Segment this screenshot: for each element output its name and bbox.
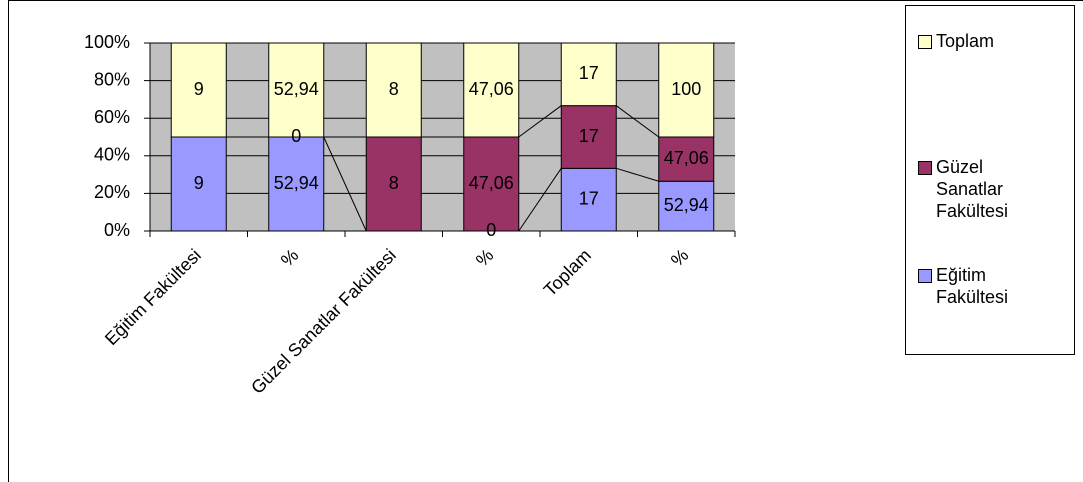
series-line [518,105,562,138]
bar-segment [658,42,715,138]
legend-label: Güzel Sanatlar Fakültesi [936,157,1009,221]
bar-segment [268,42,325,138]
data-label: 47,06 [664,148,709,168]
legend-swatch [918,35,932,49]
data-label: 52,94 [274,173,319,193]
legend-item: Eğitim Fakültesi [918,264,1058,308]
data-label: 17 [579,63,599,83]
data-label: 8 [389,173,399,193]
legend-swatch [918,269,932,283]
data-label: 47,06 [469,173,514,193]
y-tick-label: 20% [94,182,130,202]
bar-segment [658,136,715,182]
data-label: 47,06 [469,79,514,99]
legend-swatch [918,161,932,175]
series-line [616,167,659,182]
series-line [615,105,660,138]
data-label: 9 [194,79,204,99]
data-label: 9 [194,173,204,193]
data-label: 0 [291,126,301,146]
legend-item: Toplam [918,30,1058,52]
data-label: 52,94 [664,195,709,215]
data-label: 100 [671,79,701,99]
bar-segment [365,136,422,232]
bar-segment [658,180,715,232]
legend: Toplam Güzel Sanatlar Fakültesi Eğitim Fak… [905,5,1075,355]
bar-segment [463,136,520,232]
data-label: 17 [579,126,599,146]
y-tick-label: 0% [104,220,130,240]
bar-segment [560,42,617,107]
data-label: 17 [579,188,599,208]
y-tick-label: 80% [94,69,130,89]
bar-segment [268,136,325,232]
series-line [518,168,562,232]
data-label: 52,94 [274,79,319,99]
bar-segment [463,42,520,138]
series-line [323,136,367,232]
legend-label: Eğitim Fakültesi [936,265,1009,307]
bar-segment [560,105,617,169]
bar-segment [560,167,617,232]
data-label: 0 [486,220,496,240]
legend-label: Toplam [936,31,995,51]
y-tick-label: 40% [94,145,130,165]
bar-segment [170,136,227,232]
bar-segment [365,42,422,138]
legend-item: Güzel Sanatlar Fakültesi [918,156,1058,222]
data-label: 8 [389,79,399,99]
bar-segment [170,42,227,138]
y-tick-label: 60% [94,107,130,127]
y-tick-label: 100% [84,32,130,52]
